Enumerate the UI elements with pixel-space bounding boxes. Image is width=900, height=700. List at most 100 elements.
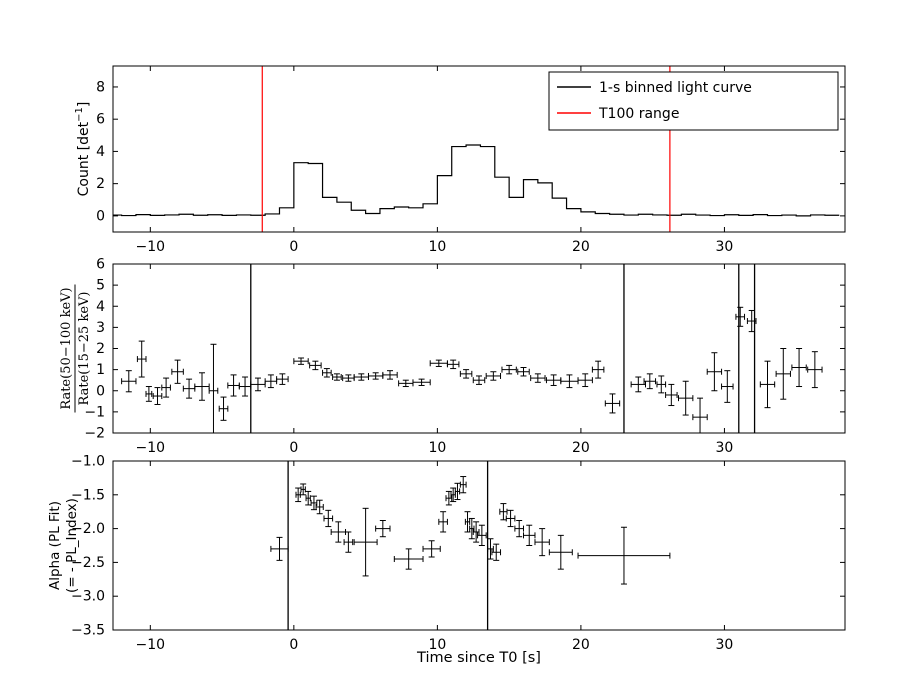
rate-ratio-axis-label: Rate(50−100 keV) Rate(15−25 keV): [59, 284, 92, 413]
axis-ticks: −10 0 10 20 30 −3.5 −3.0 −2.5 −2.0 −1.5 −1.0: [71, 454, 845, 653]
errorbar-point: [375, 519, 391, 538]
x-tick-label: 0: [289, 239, 298, 255]
x-tick-label: 10: [428, 637, 446, 653]
x-tick-label: 10: [428, 440, 446, 456]
errorbar-point: [464, 511, 471, 533]
x-tick-label: 30: [716, 440, 734, 456]
x-tick-label: 20: [572, 239, 590, 255]
errorbar-point: [171, 359, 184, 384]
errorbar-point: [194, 372, 210, 401]
errorbar-point: [577, 526, 671, 585]
errorbar-point: [775, 348, 791, 400]
y-tick-label: 8: [96, 79, 105, 95]
y-tick-label: 0: [96, 208, 105, 224]
errorbar-point: [270, 536, 289, 561]
errorbar-point: [746, 309, 757, 333]
errorbar-point: [522, 524, 536, 546]
errorbar-point: [422, 540, 441, 558]
errorbar-point: [472, 375, 486, 385]
y-tick-label: 6: [96, 257, 105, 273]
x-tick-label: 30: [716, 637, 734, 653]
errorbar-point: [322, 368, 332, 378]
x-tick-label: −10: [136, 637, 166, 653]
errorbar-point: [332, 373, 342, 381]
count-axis-label: Count [det−1]: [74, 102, 92, 197]
errorbar-point: [218, 396, 229, 421]
errorbar-point: [161, 377, 171, 398]
errorbar-point: [499, 503, 508, 521]
x-tick-label: 20: [572, 440, 590, 456]
y-tick-label: −1: [84, 404, 105, 420]
axes-frame: [112, 460, 846, 631]
errorbar-point: [459, 369, 473, 379]
x-tick-label: 20: [572, 637, 590, 653]
legend-label: 1-s binned light curve: [599, 80, 752, 96]
hardness-ratio-data: [121, 306, 823, 433]
errorbar-point: [530, 373, 546, 383]
legend: 1-s binned light curve T100 range: [548, 71, 839, 131]
errorbar-point: [330, 521, 347, 543]
errorbar-point: [505, 509, 516, 528]
errorbar-point: [446, 359, 460, 370]
errorbar-point: [665, 383, 678, 407]
errorbar-point: [548, 534, 573, 570]
y-tick-label: 4: [96, 144, 105, 160]
svg-text:Alpha (PL Fit): Alpha (PL Fit): [47, 501, 63, 590]
errorbar-point: [136, 340, 147, 378]
errorbar-point: [293, 357, 309, 365]
light-curve-data: [113, 144, 840, 217]
errorbar-point: [656, 375, 667, 394]
errorbar-point: [310, 495, 318, 511]
y-tick-label: 3: [96, 320, 105, 336]
errorbar-point: [454, 482, 461, 501]
axis-ticks: −10 0 10 20 30 0 2 4 6 8: [96, 66, 845, 255]
errorbar-point: [791, 348, 807, 388]
svg-text:Count [det−1]: Count [det−1]: [74, 102, 92, 197]
alpha-axis-label: Alpha (PL Fit) (= - PL_Index): [47, 498, 80, 593]
errorbar-point: [477, 524, 487, 546]
errorbar-point: [305, 490, 312, 506]
errorbar-point: [501, 364, 517, 375]
light-curve-step-line: [113, 144, 840, 217]
y-tick-label: −2.0: [71, 521, 105, 537]
errorbar-point: [491, 543, 502, 561]
y-tick-label: 1: [96, 362, 105, 378]
y-tick-label: −3.0: [71, 589, 105, 605]
errorbar-point: [315, 499, 324, 515]
y-tick-label: 0: [96, 383, 105, 399]
errorbar-point: [643, 373, 657, 390]
x-tick-label: 10: [428, 239, 446, 255]
errorbar-point: [604, 393, 621, 414]
errorbar-point: [807, 351, 823, 389]
y-tick-label: 6: [96, 112, 105, 128]
y-tick-label: 2: [96, 176, 105, 192]
errorbar-point: [353, 507, 378, 577]
legend-label: T100 range: [598, 106, 679, 122]
alpha-pl-index-panel: −10 0 10 20 30 −3.5 −3.0 −2.5 −2.0 −1.5 −1.0 Alpha …: [47, 454, 846, 653]
errorbar-point: [721, 370, 734, 403]
x-tick-label: −10: [136, 440, 166, 456]
errorbar-point: [445, 490, 453, 506]
errorbar-point: [145, 386, 153, 402]
errorbar-point: [412, 378, 431, 386]
errorbar-point: [692, 397, 708, 433]
y-tick-label: 2: [96, 341, 105, 357]
errorbar-point: [468, 517, 475, 540]
errorbar-point: [343, 531, 354, 553]
errorbar-point: [630, 376, 646, 393]
svg-text:Rate(50−100 keV): Rate(50−100 keV): [59, 287, 74, 409]
errorbar-point: [485, 371, 502, 381]
y-tick-label: −1.0: [71, 454, 105, 470]
legend-box: [548, 71, 839, 131]
y-tick-label: −2.5: [71, 555, 105, 571]
errorbar-point: [577, 373, 593, 388]
errorbar-point: [276, 373, 289, 385]
errorbar-point: [323, 509, 334, 528]
x-tick-label: 0: [289, 440, 298, 456]
x-axis-label: Time since T0 [s]: [416, 650, 541, 666]
